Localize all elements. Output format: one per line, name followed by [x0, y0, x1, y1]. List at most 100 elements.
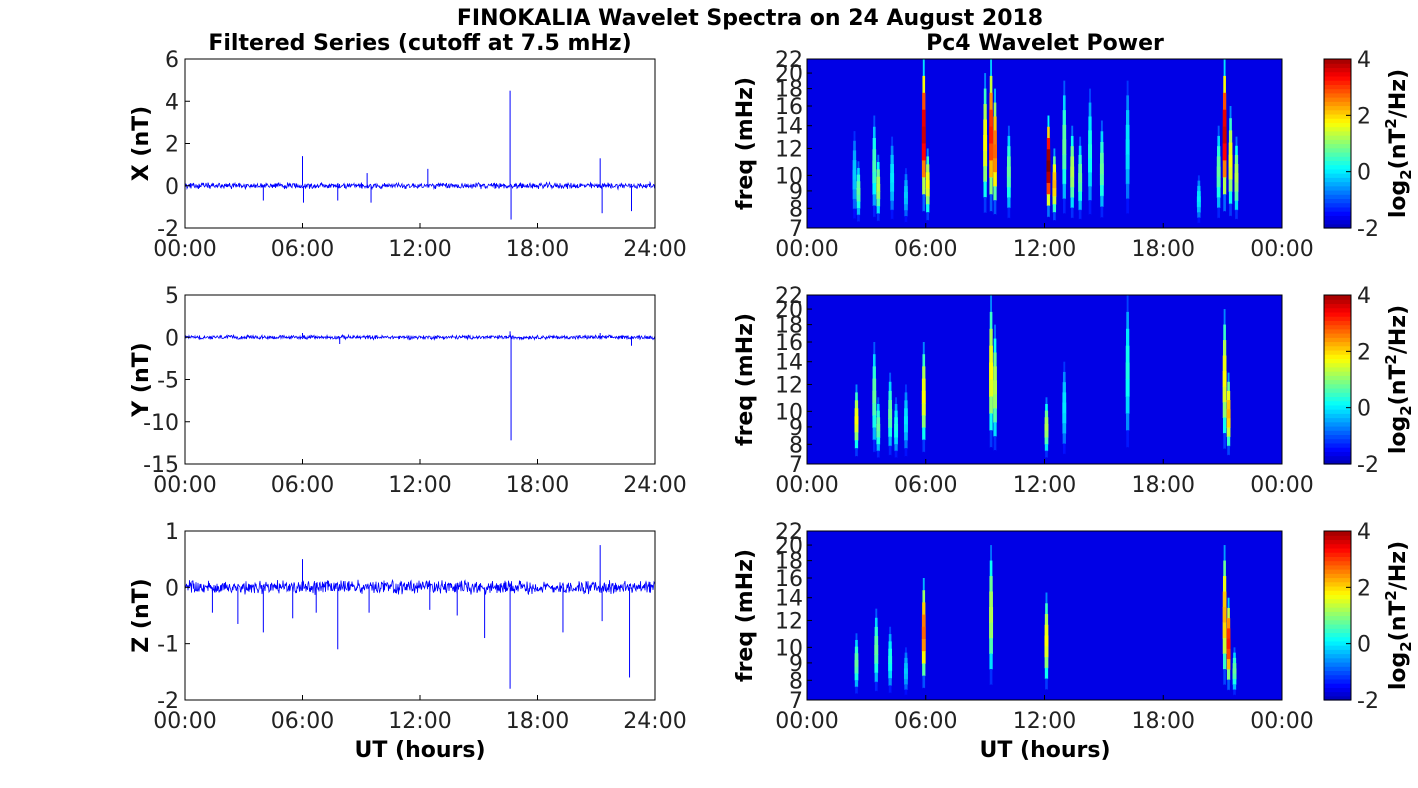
heatmap-streak — [856, 187, 861, 196]
heatmap-streak — [855, 693, 858, 701]
colorbar-segment — [1324, 628, 1351, 633]
heatmap-streak — [1045, 403, 1048, 412]
colorbar-label: log2(nT2/Hz) — [1382, 69, 1415, 218]
colorbar-segment — [1324, 354, 1351, 359]
heatmap-streak — [1226, 427, 1231, 438]
heatmap-streak — [1227, 607, 1230, 619]
heatmap-streak — [983, 150, 988, 167]
heatmap-streak — [1234, 182, 1239, 192]
heatmap-streak — [1078, 164, 1082, 174]
heatmap-streak — [872, 205, 876, 218]
colorbar-segment — [1324, 695, 1351, 701]
heatmap-streak — [983, 104, 987, 121]
series-xtick-label: 12:00 — [388, 709, 451, 734]
heatmap-streak — [1229, 203, 1232, 217]
heatmap-streak — [989, 345, 993, 364]
heatmap-xtick-label: 12:00 — [1013, 237, 1076, 262]
heatmap-streak — [874, 626, 878, 637]
heatmap-streak — [989, 576, 993, 593]
heatmap-streak — [854, 424, 859, 433]
heatmap-streak — [922, 211, 925, 229]
heatmap-streak — [922, 451, 925, 465]
colorbar-segment — [1324, 181, 1351, 187]
heatmap-streak — [1222, 109, 1227, 128]
heatmap-streak — [876, 162, 880, 170]
colorbar-segment — [1324, 434, 1351, 440]
heatmap-streak — [1062, 392, 1067, 404]
heatmap-streak — [904, 652, 908, 659]
colorbar-segment — [1324, 88, 1351, 94]
heatmap-streak — [1229, 118, 1232, 131]
heatmap-xtick-label: 12:00 — [1013, 709, 1076, 734]
heatmap-streak — [903, 424, 908, 433]
heatmap-xtick-label: 00:00 — [1250, 709, 1313, 734]
heatmap-streak — [1070, 166, 1075, 178]
heatmap-streak — [873, 451, 876, 465]
heatmap-streak — [922, 341, 925, 355]
colorbar-segment — [1324, 535, 1351, 541]
colorbar-segment — [1324, 560, 1351, 566]
colorbar-tick-label: 0 — [1357, 633, 1371, 658]
heatmap-streak — [874, 645, 879, 655]
heatmap-streak — [876, 206, 880, 214]
colorbar-segment — [1324, 371, 1351, 376]
heatmap-streak — [1045, 592, 1048, 604]
heatmap-streak — [921, 160, 926, 178]
heatmap-streak — [890, 154, 894, 165]
heatmap-streak — [993, 200, 997, 215]
heatmap-streak — [872, 402, 877, 416]
colorbar-tick-label: 2 — [1357, 340, 1371, 365]
heatmap-streak — [990, 295, 993, 313]
heatmap-streak — [1216, 166, 1221, 178]
heatmap-streak — [904, 180, 908, 187]
heatmap-streak — [1235, 145, 1238, 156]
colorbar-segment — [1324, 366, 1351, 372]
heatmap-ytick-label: 7 — [789, 217, 803, 242]
heatmap-streak — [894, 450, 898, 458]
heatmap-streak — [1070, 197, 1074, 209]
heatmap-streak — [1046, 160, 1051, 173]
heatmap-ytick-label: 9 — [789, 416, 803, 441]
heatmap-streak — [1070, 135, 1074, 147]
heatmap-streak — [1070, 187, 1075, 198]
colorbar-segment — [1324, 299, 1351, 305]
heatmap-streak — [1227, 445, 1230, 456]
heatmap-streak — [888, 418, 893, 428]
colorbar-segment — [1324, 151, 1351, 157]
heatmap-streak — [925, 188, 930, 197]
heatmap-streak — [875, 690, 878, 701]
colorbar-segment — [1324, 417, 1351, 423]
colorbar-segment — [1324, 581, 1351, 587]
heatmap-streak — [1232, 668, 1237, 675]
colorbar-segment — [1324, 198, 1351, 204]
heatmap-streak — [854, 408, 859, 417]
heatmap-streak — [993, 366, 997, 381]
heatmap-streak — [888, 634, 892, 642]
heatmap-streak — [1053, 220, 1056, 229]
right-xlabel: UT (hours) — [979, 738, 1110, 763]
heatmap-streak — [1125, 379, 1130, 397]
heatmap-streak — [852, 198, 857, 210]
heatmap-streak — [1223, 75, 1226, 94]
heatmap-streak — [852, 189, 857, 200]
heatmap-streak — [1222, 371, 1227, 388]
heatmap-streak — [1223, 309, 1226, 326]
heatmap-streak — [1044, 614, 1049, 626]
heatmap-streak — [1216, 176, 1221, 188]
heatmap-streak — [1053, 212, 1056, 221]
heatmap-streak — [1216, 156, 1221, 168]
heatmap-streak — [922, 194, 926, 212]
heatmap-streak — [1100, 217, 1103, 229]
heatmap-streak — [1196, 201, 1201, 208]
heatmap-streak — [1044, 423, 1049, 432]
heatmap-streak — [1044, 624, 1049, 637]
heatmap-streak — [853, 131, 856, 142]
heatmap-streak — [1006, 176, 1011, 188]
heatmap-streak — [1217, 135, 1220, 147]
heatmap-streak — [993, 130, 997, 145]
heatmap-streak — [854, 659, 859, 668]
heatmap-ytick-label: 10 — [775, 400, 803, 425]
series-ytick-label: 0 — [165, 326, 179, 351]
heatmap-streak — [1234, 154, 1239, 165]
